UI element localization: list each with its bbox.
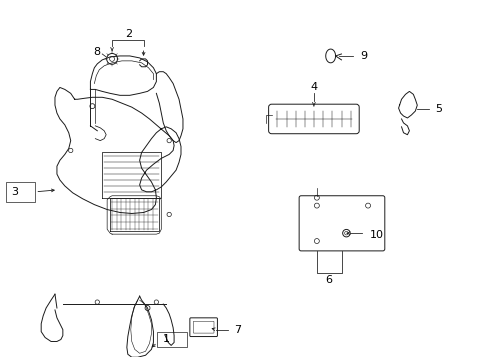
Text: 7: 7 <box>234 325 241 335</box>
Text: 4: 4 <box>310 82 317 93</box>
Bar <box>6 182 35 202</box>
Text: 5: 5 <box>434 104 441 114</box>
Text: 3: 3 <box>12 187 19 197</box>
Text: 8: 8 <box>94 47 101 57</box>
Text: 2: 2 <box>125 29 132 39</box>
Bar <box>157 332 186 347</box>
Text: 1: 1 <box>163 334 170 345</box>
Text: 10: 10 <box>369 230 383 240</box>
Text: 6: 6 <box>325 275 331 285</box>
Text: 9: 9 <box>360 51 366 61</box>
